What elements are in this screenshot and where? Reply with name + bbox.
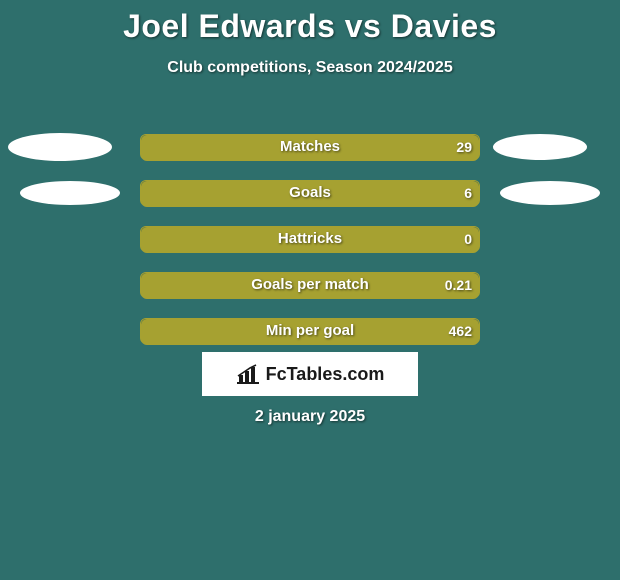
left-ellipse [20,181,120,205]
bar-fill [141,181,479,207]
stats-rows: Matches29Goals6Hattricks0Goals per match… [0,124,620,354]
bar-fill [141,135,479,161]
stat-row: Goals6 [0,170,620,216]
page-title: Joel Edwards vs Davies [0,0,620,45]
left-ellipse [8,133,112,161]
bar-fill [141,319,479,345]
stat-row: Goals per match0.21 [0,262,620,308]
stat-row: Matches29 [0,124,620,170]
bar-fill [141,227,479,253]
bar-track [140,180,480,206]
bar-track [140,272,480,298]
right-ellipse [500,181,600,205]
stat-row: Min per goal462 [0,308,620,354]
bar-track [140,134,480,160]
bar-track [140,226,480,252]
right-ellipse [493,134,587,160]
subtitle: Club competitions, Season 2024/2025 [0,59,620,77]
bar-track [140,318,480,344]
comparison-infographic: Joel Edwards vs Davies Club competitions… [0,0,620,580]
logo-text: FcTables.com [266,364,385,385]
date-text: 2 january 2025 [0,408,620,426]
logo-box: FcTables.com [202,352,418,396]
bar-chart-icon [236,364,260,384]
bar-fill [141,273,479,299]
stat-row: Hattricks0 [0,216,620,262]
